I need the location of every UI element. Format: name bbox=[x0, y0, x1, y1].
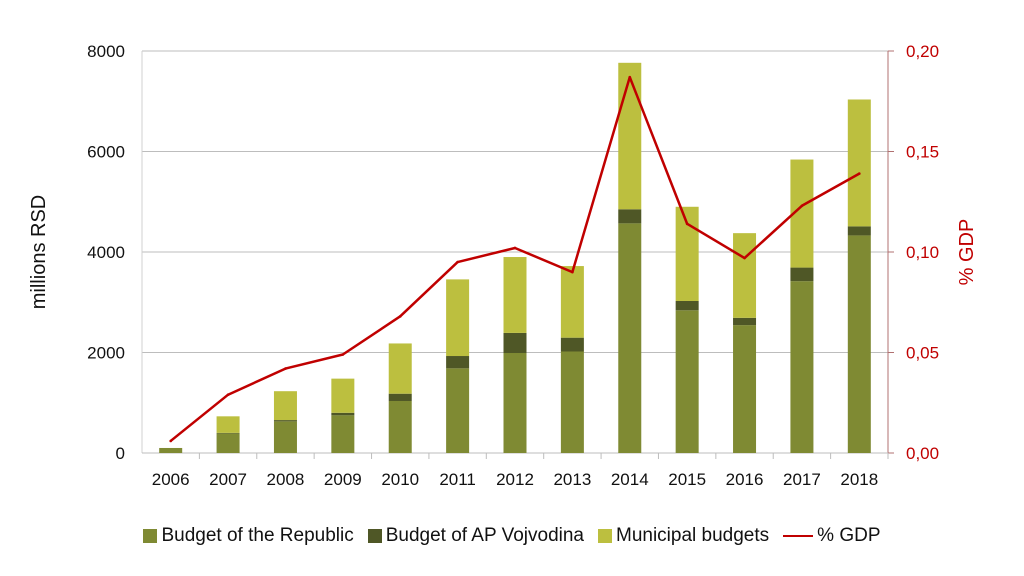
bar-1-2010 bbox=[388, 393, 412, 401]
y-axis-label: millions RSD bbox=[28, 195, 50, 309]
bar-1-2015 bbox=[675, 300, 699, 311]
x-tick-label: 2012 bbox=[496, 470, 534, 489]
bar-1-2011 bbox=[446, 356, 470, 369]
x-tick-label: 2016 bbox=[726, 470, 764, 489]
x-tick-label: 2015 bbox=[668, 470, 706, 489]
gdp-point-2016 bbox=[743, 256, 746, 260]
x-tick-label: 2009 bbox=[324, 470, 362, 489]
x-tick-label: 2010 bbox=[381, 470, 419, 489]
legend-swatch bbox=[598, 529, 612, 543]
gdp-point-2009 bbox=[341, 353, 345, 356]
bar-0-2017 bbox=[790, 281, 814, 453]
bar-2-2012 bbox=[503, 257, 527, 333]
gdp-point-2015 bbox=[685, 222, 689, 226]
bar-0-2016 bbox=[733, 325, 757, 453]
bar-1-2012 bbox=[503, 332, 527, 354]
y-tick-label: 6000 bbox=[87, 143, 125, 162]
bar-2-2015 bbox=[675, 206, 699, 301]
x-tick-label: 2008 bbox=[267, 470, 305, 489]
bar-0-2009 bbox=[331, 415, 355, 453]
gdp-point-2017 bbox=[800, 204, 804, 208]
gdp-point-2008 bbox=[284, 367, 287, 370]
bar-2-2011 bbox=[446, 279, 470, 357]
gdp-point-2007 bbox=[226, 393, 230, 397]
y2-tick-label: 0,10 bbox=[906, 243, 939, 262]
bar-1-2013 bbox=[560, 337, 584, 352]
x-tick-label: 2007 bbox=[209, 470, 247, 489]
bar-0-2012 bbox=[503, 353, 527, 453]
y2-tick-label: 0,20 bbox=[906, 42, 939, 61]
bar-2-2009 bbox=[331, 378, 355, 413]
y-tick-label: 8000 bbox=[87, 42, 125, 61]
legend-swatch bbox=[367, 529, 382, 543]
legend-item-vojvodina: Budget of AP Vojvodina bbox=[367, 525, 584, 547]
gdp-point-2012 bbox=[513, 246, 517, 250]
bar-1-2008 bbox=[273, 420, 297, 422]
x-tick-label: 2011 bbox=[439, 470, 476, 489]
bar-0-2013 bbox=[560, 351, 584, 453]
bar-0-2007 bbox=[216, 433, 240, 453]
bar-2-2013 bbox=[560, 266, 584, 338]
bar-1-2016 bbox=[733, 317, 757, 326]
bar-1-2007 bbox=[216, 432, 240, 434]
bar-2-2010 bbox=[388, 343, 412, 394]
bar-0-2010 bbox=[388, 400, 412, 453]
y-tick-label: 2000 bbox=[87, 344, 125, 363]
y-tick-label: 4000 bbox=[87, 243, 125, 262]
legend-label: % GDP bbox=[817, 525, 881, 546]
bar-1-2014 bbox=[618, 209, 642, 224]
gdp-point-2018 bbox=[858, 172, 861, 175]
y2-tick-label: 0,00 bbox=[906, 444, 939, 463]
bar-0-2006 bbox=[159, 447, 183, 453]
gdp-point-2013 bbox=[571, 270, 574, 274]
x-tick-label: 2006 bbox=[152, 470, 190, 489]
bar-1-2017 bbox=[790, 267, 814, 282]
legend-label: Municipal budgets bbox=[616, 525, 770, 546]
x-tick-label: 2013 bbox=[553, 470, 591, 489]
legend-label: Budget of AP Vojvodina bbox=[385, 525, 584, 546]
y2-tick-label: 0,05 bbox=[906, 344, 939, 363]
legend-label: Budget of the Republic bbox=[161, 525, 354, 546]
legend-item-republic: Budget of the Republic bbox=[143, 525, 354, 547]
x-tick-label: 2017 bbox=[783, 470, 821, 489]
bar-2-2016 bbox=[733, 233, 757, 318]
gdp-point-2006 bbox=[169, 439, 172, 443]
bar-2-2018 bbox=[847, 99, 871, 227]
y2-axis-label: % GDP bbox=[956, 219, 978, 286]
gdp-point-2014 bbox=[628, 75, 632, 79]
bar-2-2017 bbox=[790, 159, 814, 268]
y-tick-label: 0 bbox=[116, 444, 125, 463]
bar-2-2008 bbox=[273, 391, 297, 421]
legend-swatch bbox=[143, 529, 158, 543]
legend-item-municipal: Municipal budgets bbox=[598, 525, 769, 547]
bar-1-2009 bbox=[331, 412, 355, 416]
bar-2-2007 bbox=[216, 416, 240, 433]
bar-0-2014 bbox=[618, 223, 642, 453]
bar-0-2008 bbox=[273, 421, 297, 453]
bar-2-2014 bbox=[618, 62, 642, 210]
bar-0-2015 bbox=[675, 310, 699, 453]
bar-1-2018 bbox=[847, 226, 871, 236]
bar-0-2018 bbox=[847, 235, 871, 453]
legend-item-gdp: % GDP bbox=[783, 525, 881, 547]
bar-0-2011 bbox=[446, 368, 470, 453]
x-tick-label: 2014 bbox=[611, 470, 649, 489]
gdp-point-2011 bbox=[456, 260, 459, 264]
legend-line bbox=[783, 535, 814, 537]
legend: Budget of the Republic Budget of AP Vojv… bbox=[0, 525, 1024, 547]
gdp-point-2010 bbox=[398, 315, 402, 318]
y2-tick-label: 0,15 bbox=[906, 143, 939, 162]
x-tick-label: 2018 bbox=[840, 470, 878, 489]
